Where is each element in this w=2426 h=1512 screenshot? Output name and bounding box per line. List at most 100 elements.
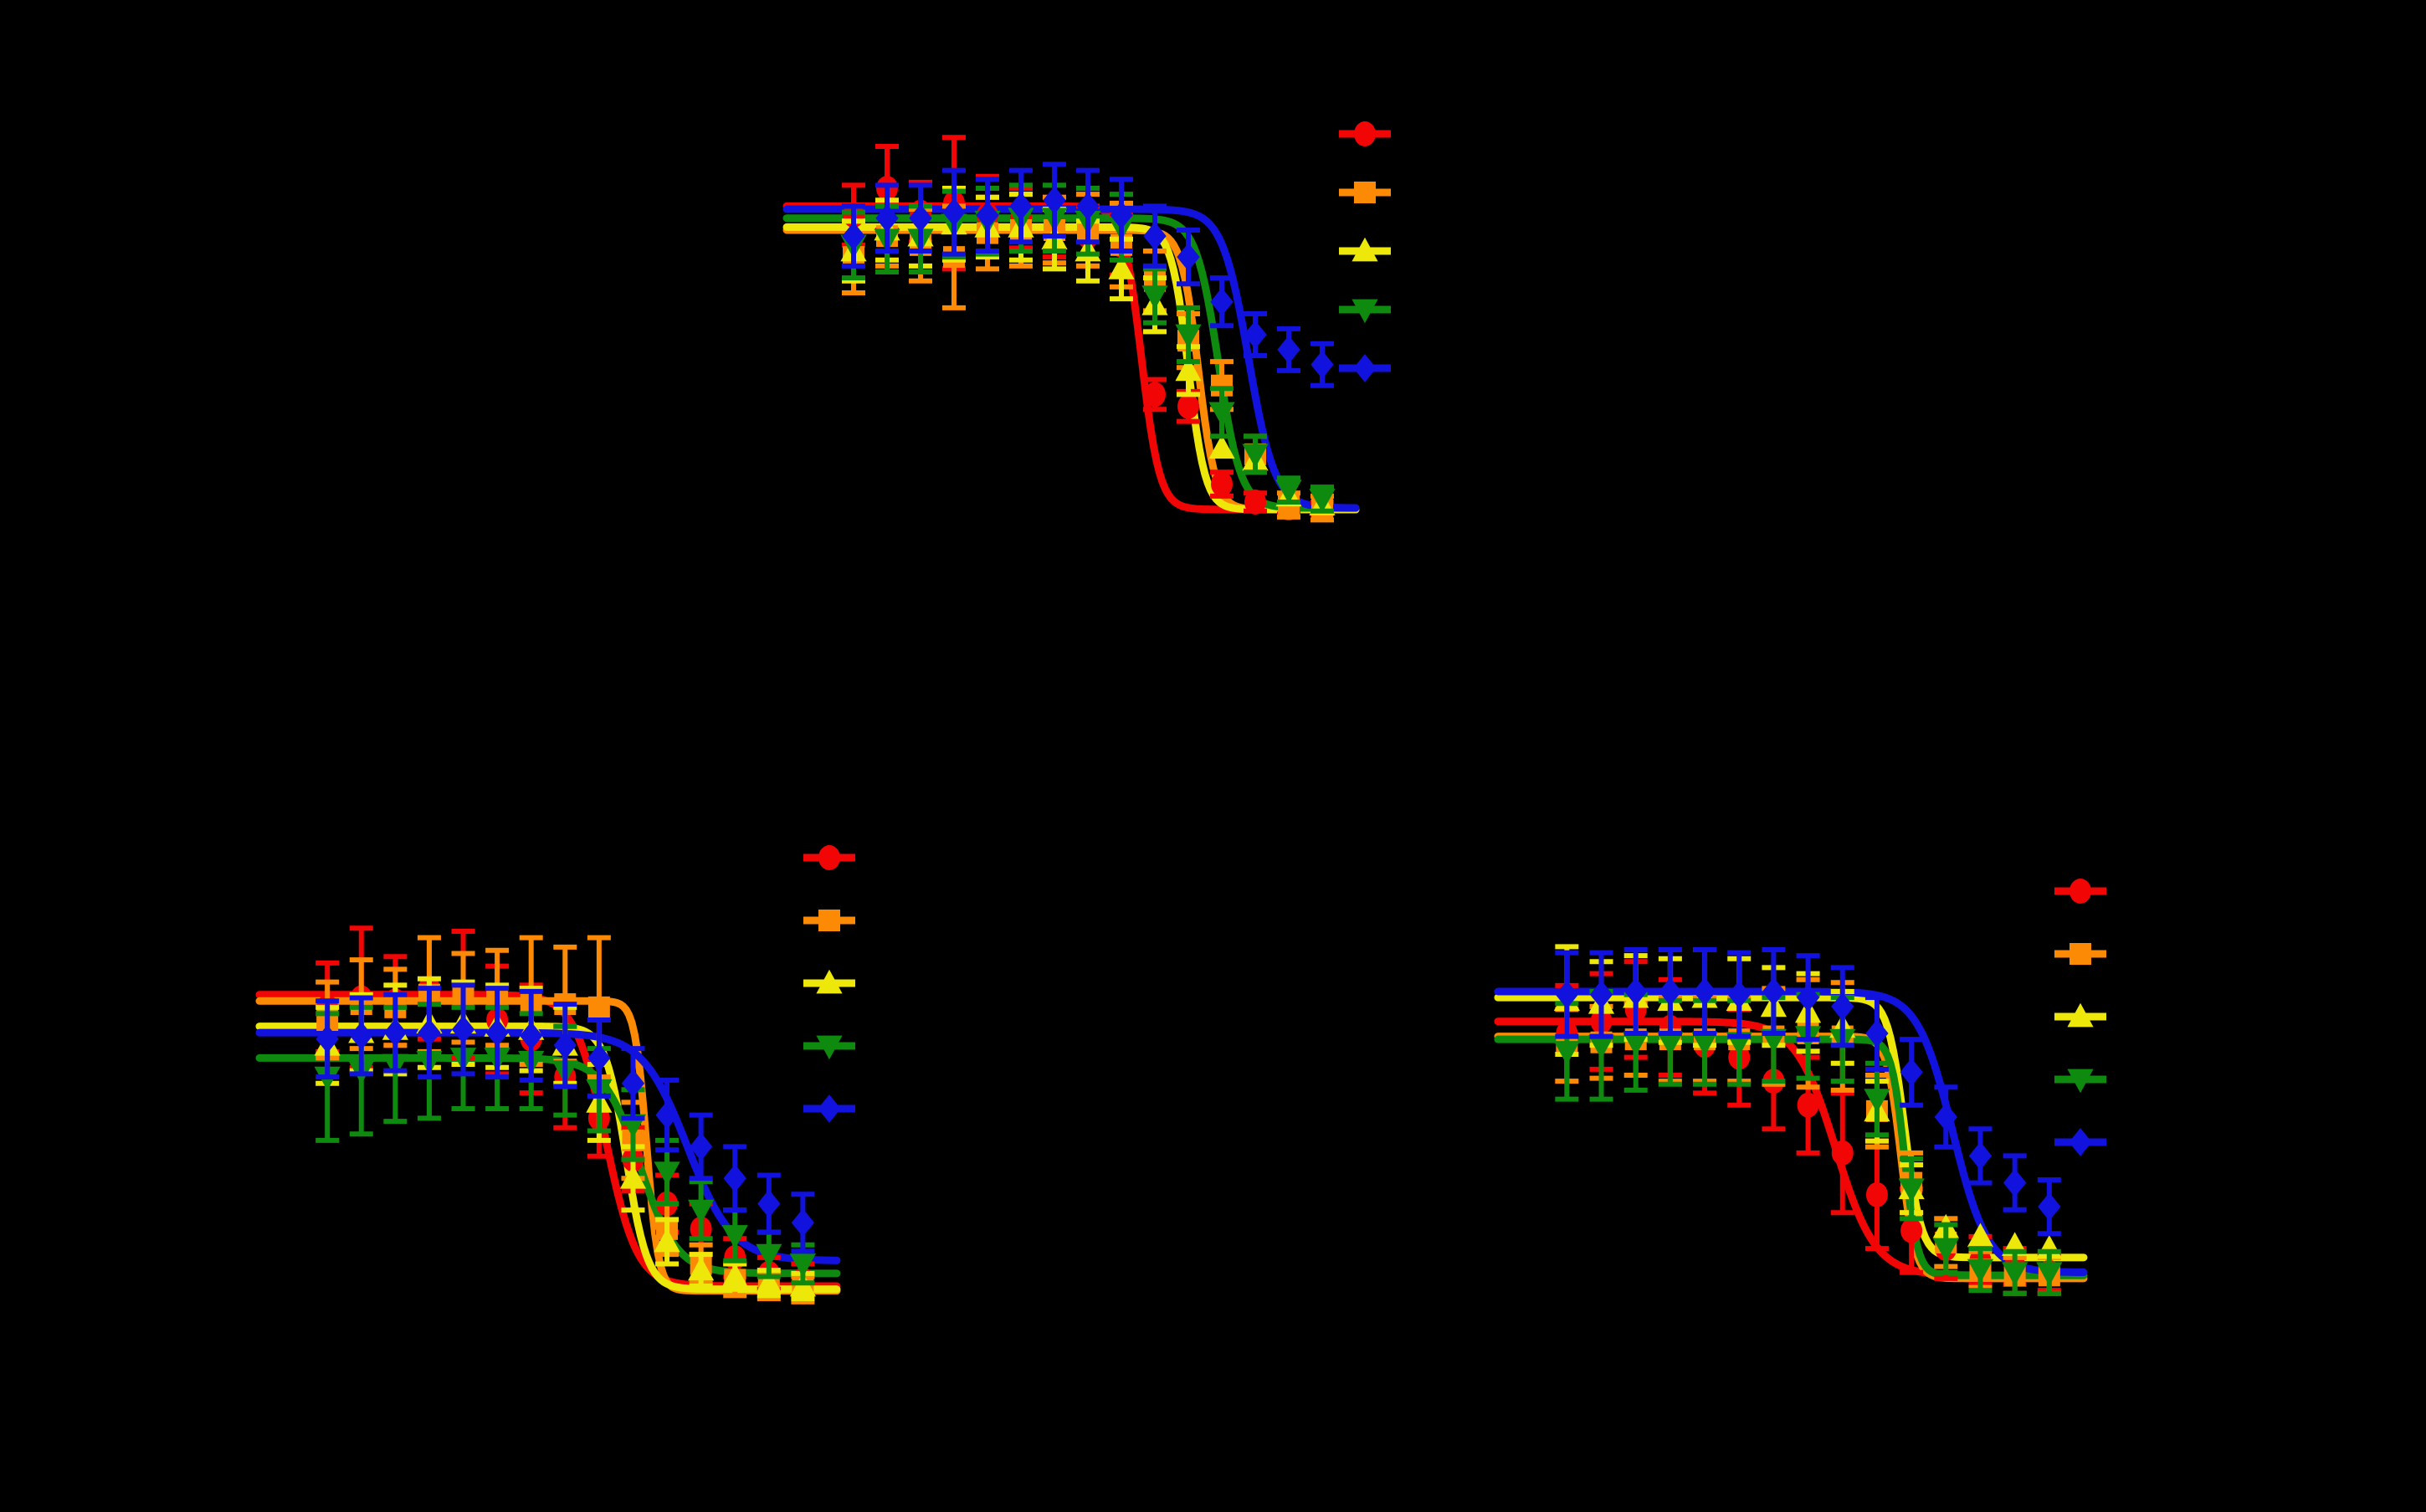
diamond-icon (1727, 980, 1751, 1009)
square-icon (818, 910, 840, 931)
legend-entry-square[interactable] (803, 910, 855, 931)
triangle-up-icon (654, 1228, 680, 1253)
marker-diamond-blue (1555, 980, 1579, 1009)
diamond-icon (1277, 335, 1300, 364)
triangle-down-icon (1175, 324, 1202, 349)
marker-diamond-blue (1968, 1141, 1993, 1171)
diamond-icon (1934, 1103, 1957, 1131)
marker-diamond-blue (2003, 1168, 2027, 1197)
legend-entry-triangle-down[interactable] (2054, 1069, 2106, 1094)
legend-entry-circle[interactable] (2054, 879, 2106, 904)
marker-triangle-down-green (654, 1161, 680, 1186)
diamond-icon (1796, 983, 1820, 1012)
marker-triangle-up-yellow (688, 1256, 715, 1281)
series-blue[interactable] (1555, 947, 2061, 1237)
circle-icon (1797, 1092, 1819, 1118)
diamond-icon (587, 1043, 611, 1073)
legend-entry-circle[interactable] (803, 845, 855, 870)
fit-curve-red (1494, 1017, 2088, 1279)
marker-diamond-blue (976, 201, 999, 230)
circle-icon (1177, 393, 1199, 419)
legend-entry-square[interactable] (2054, 943, 2106, 965)
diamond-icon (689, 1132, 713, 1161)
marker-diamond-blue (689, 1132, 713, 1161)
legend-entry-triangle-up[interactable] (1339, 237, 1391, 262)
triangle-down-icon (1898, 1178, 1925, 1202)
marker-triangle-down-green (688, 1199, 715, 1224)
legend-entry-diamond[interactable] (1339, 354, 1391, 382)
legend-entry-triangle-down[interactable] (803, 1035, 855, 1060)
marker-diamond-blue (1934, 1103, 1957, 1131)
series-blue[interactable] (315, 982, 815, 1254)
triangle-up-icon (1175, 356, 1202, 382)
triangle-down-icon (1242, 443, 1269, 469)
diamond-icon (1210, 287, 1234, 316)
diamond-icon (451, 1015, 475, 1044)
marker-circle-red (1211, 471, 1233, 497)
diamond-icon (942, 197, 966, 227)
diamond-icon (418, 1018, 441, 1048)
triangle-down-icon (1275, 479, 1302, 504)
legend-entry-circle[interactable] (1339, 121, 1391, 146)
diamond-icon (1143, 222, 1167, 251)
circle-icon (1900, 1217, 1923, 1243)
marker-diamond-blue (350, 1022, 373, 1050)
diamond-icon (1177, 243, 1200, 272)
panel-top-axes (785, 126, 1356, 546)
marker-triangle-up-yellow (1208, 434, 1235, 459)
series-blue[interactable] (842, 161, 1334, 388)
marker-circle-legend (1354, 121, 1376, 146)
legend-entry-triangle-down[interactable] (1339, 299, 1391, 324)
legend-entry-diamond[interactable] (2054, 1128, 2106, 1156)
diamond-icon (1762, 977, 1786, 1006)
marker-diamond-blue (383, 1018, 408, 1048)
marker-diamond-blue (757, 1189, 781, 1218)
marker-diamond-blue (485, 1018, 509, 1048)
marker-diamond-blue (655, 1100, 679, 1130)
triangle-up-icon (1351, 237, 1378, 262)
marker-triangle-up-yellow (1175, 356, 1202, 382)
marker-circle-red (1244, 489, 1266, 515)
marker-square-legend (2070, 943, 2091, 965)
fit-curve-blue (782, 205, 1360, 512)
marker-circle-legend (2070, 879, 2091, 904)
diamond-icon (1865, 1019, 1889, 1048)
marker-triangle-down-green (789, 1253, 817, 1278)
marker-triangle-up-yellow (756, 1269, 782, 1294)
triangle-down-icon (1587, 1034, 1615, 1059)
triangle-down-icon (1309, 489, 1336, 513)
marker-diamond-blue (1659, 977, 1682, 1006)
diamond-icon (315, 1024, 339, 1053)
marker-triangle-down-green (1657, 1032, 1684, 1056)
marker-triangle-up-yellow (1108, 255, 1135, 279)
diamond-icon (1244, 320, 1267, 349)
marker-diamond-blue (791, 1208, 815, 1238)
diamond-icon (723, 1164, 746, 1193)
triangle-down-icon (1657, 1032, 1684, 1056)
marker-diamond-blue (1143, 222, 1167, 251)
diamond-icon (1968, 1141, 1993, 1171)
legend-entry-diamond[interactable] (803, 1094, 855, 1123)
marker-circle-red (1831, 1140, 1854, 1166)
marker-circle-red (1900, 1217, 1923, 1243)
marker-triangle-down-green (2002, 1262, 2029, 1286)
marker-circle-red (1797, 1092, 1819, 1118)
legend-entry-triangle-up[interactable] (803, 969, 855, 994)
triangle-up-icon (619, 1165, 647, 1189)
marker-diamond-blue (2038, 1192, 2061, 1222)
marker-square-orange (587, 996, 610, 1018)
circle-icon (1244, 489, 1266, 515)
marker-diamond-blue (1210, 287, 1234, 316)
diamond-icon (818, 1094, 841, 1123)
marker-square-legend (1354, 182, 1376, 203)
legend-entry-square[interactable] (1339, 182, 1391, 203)
diamond-icon (1043, 186, 1066, 215)
marker-triangle-down-green (1691, 1032, 1718, 1056)
legend-entry-triangle-up[interactable] (2054, 1002, 2106, 1028)
diamond-icon (655, 1100, 679, 1130)
marker-triangle-up-legend (1351, 237, 1378, 262)
triangle-down-icon (1691, 1032, 1718, 1056)
diamond-icon (520, 1022, 543, 1050)
